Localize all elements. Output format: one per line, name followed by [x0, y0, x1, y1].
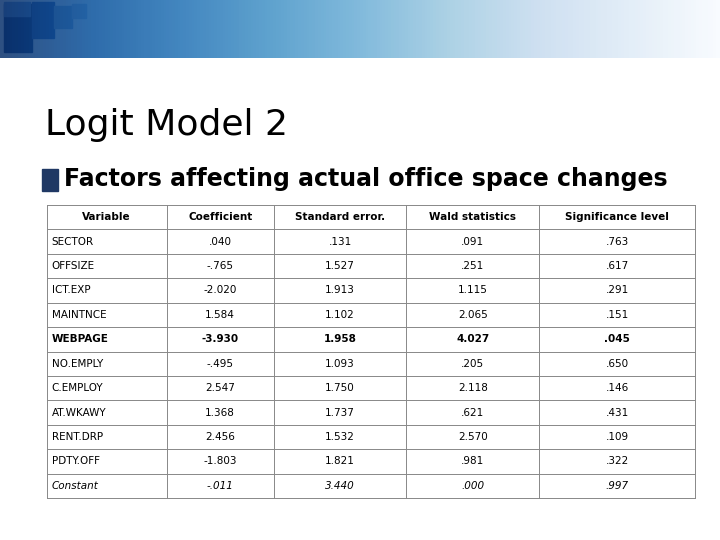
Text: NO.EMPLY: NO.EMPLY	[52, 359, 103, 369]
Text: PDTY.OFF: PDTY.OFF	[52, 456, 100, 467]
Text: 4.027: 4.027	[456, 334, 490, 345]
Text: .146: .146	[606, 383, 629, 393]
Text: C.EMPLOY: C.EMPLOY	[52, 383, 104, 393]
Text: .650: .650	[606, 359, 629, 369]
Bar	[54, 6, 72, 28]
Text: .621: .621	[462, 408, 485, 417]
Text: Variable: Variable	[82, 212, 131, 222]
Text: .091: .091	[462, 237, 485, 247]
Text: -2.020: -2.020	[204, 286, 237, 295]
Text: 1.527: 1.527	[325, 261, 355, 271]
Text: .045: .045	[604, 334, 630, 345]
Text: 1.913: 1.913	[325, 286, 355, 295]
Text: Constant: Constant	[52, 481, 99, 491]
Text: 3.440: 3.440	[325, 481, 355, 491]
Text: .109: .109	[606, 432, 629, 442]
Text: Significance level: Significance level	[565, 212, 669, 222]
Text: 2.065: 2.065	[458, 310, 487, 320]
Text: SECTOR: SECTOR	[52, 237, 94, 247]
Text: 1.821: 1.821	[325, 456, 355, 467]
Text: .131: .131	[328, 237, 351, 247]
Text: Standard error.: Standard error.	[295, 212, 385, 222]
Bar	[72, 4, 86, 18]
Text: .763: .763	[606, 237, 629, 247]
Text: ICT.EXP: ICT.EXP	[52, 286, 91, 295]
Text: Logit Model 2: Logit Model 2	[45, 108, 288, 142]
Text: 1.584: 1.584	[205, 310, 235, 320]
Text: .205: .205	[462, 359, 485, 369]
Text: -1.803: -1.803	[203, 456, 237, 467]
Text: Wald statistics: Wald statistics	[429, 212, 516, 222]
Text: -.495: -.495	[207, 359, 233, 369]
Text: .981: .981	[462, 456, 485, 467]
Text: MAINTNCE: MAINTNCE	[52, 310, 107, 320]
Text: 2.118: 2.118	[458, 383, 487, 393]
Text: Coefficient: Coefficient	[188, 212, 252, 222]
Text: -.765: -.765	[207, 261, 233, 271]
Text: -.011: -.011	[207, 481, 233, 491]
Text: -3.930: -3.930	[202, 334, 239, 345]
Text: 2.456: 2.456	[205, 432, 235, 442]
Text: .997: .997	[606, 481, 629, 491]
Text: 1.532: 1.532	[325, 432, 355, 442]
Bar	[32, 2, 54, 38]
Text: .322: .322	[606, 456, 629, 467]
Text: AT.WKAWY: AT.WKAWY	[52, 408, 107, 417]
Text: 1.958: 1.958	[323, 334, 356, 345]
Text: .251: .251	[462, 261, 485, 271]
Text: WEBPAGE: WEBPAGE	[52, 334, 109, 345]
Text: 2.547: 2.547	[205, 383, 235, 393]
Bar	[42, 169, 58, 191]
Text: 1.102: 1.102	[325, 310, 355, 320]
Text: 1.737: 1.737	[325, 408, 355, 417]
Text: 1.368: 1.368	[205, 408, 235, 417]
Text: .291: .291	[606, 286, 629, 295]
Text: 1.750: 1.750	[325, 383, 355, 393]
Text: .431: .431	[606, 408, 629, 417]
Text: RENT.DRP: RENT.DRP	[52, 432, 103, 442]
Bar	[4, 2, 30, 16]
Text: OFFSIZE: OFFSIZE	[52, 261, 95, 271]
Text: .617: .617	[606, 261, 629, 271]
Text: 1.115: 1.115	[458, 286, 487, 295]
Bar	[4, 4, 32, 52]
Text: Factors affecting actual office space changes: Factors affecting actual office space ch…	[64, 167, 667, 191]
Text: .000: .000	[462, 481, 485, 491]
Text: .040: .040	[209, 237, 232, 247]
Text: 1.093: 1.093	[325, 359, 355, 369]
Text: .151: .151	[606, 310, 629, 320]
Text: 2.570: 2.570	[458, 432, 487, 442]
